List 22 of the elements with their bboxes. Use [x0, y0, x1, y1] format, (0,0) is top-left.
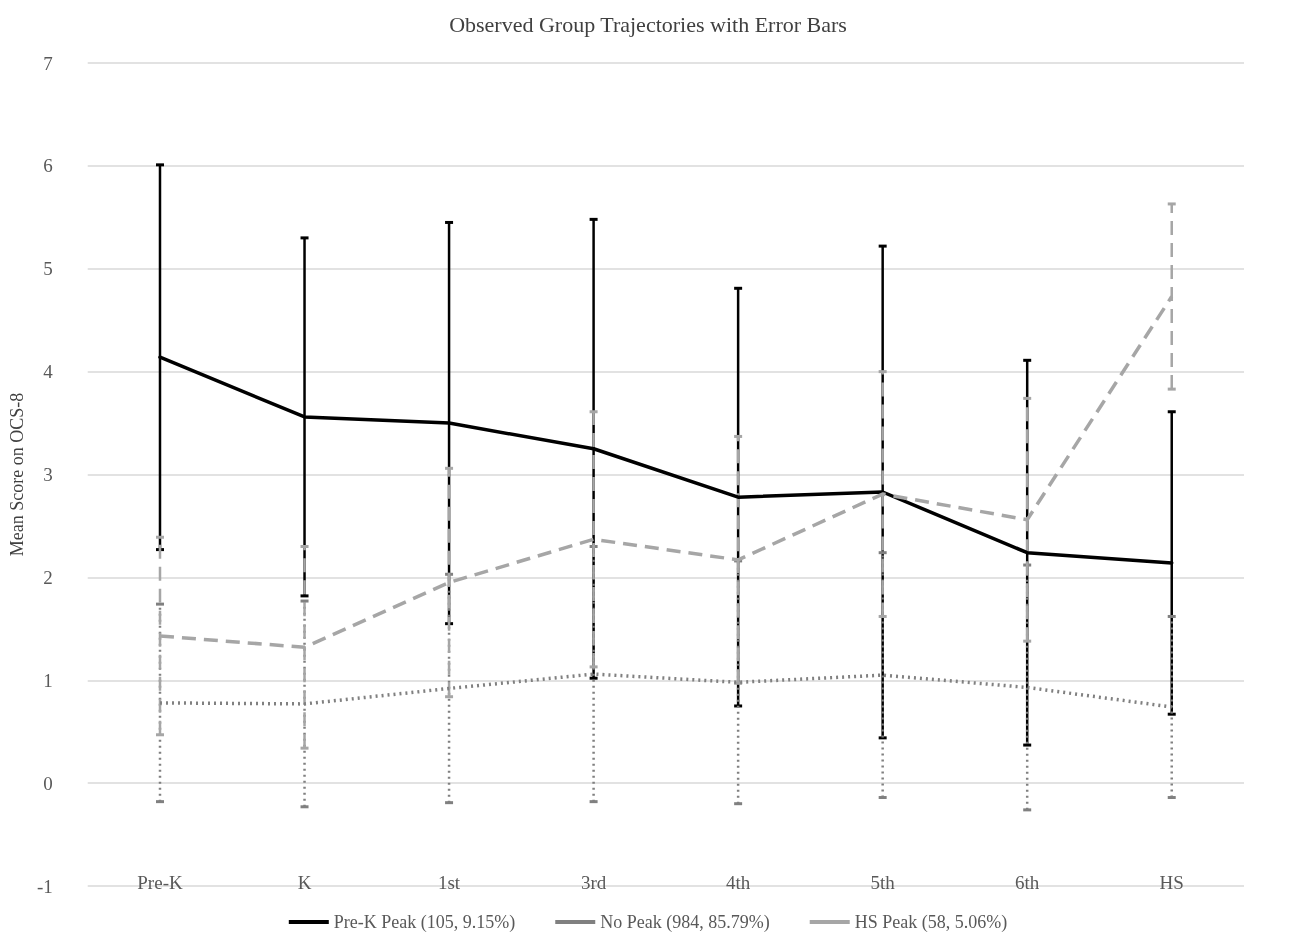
y-axis-title: Mean Score on OCS-8	[7, 392, 27, 557]
legend-label: HS Peak (58, 5.06%)	[854, 912, 1008, 933]
y-tick-label: -1	[36, 875, 53, 897]
x-tick-label: 1st	[437, 872, 461, 893]
x-tick-label: 5th	[870, 872, 896, 893]
legend-label: No Peak (984, 85.79%)	[600, 912, 770, 933]
legend-label: Pre-K Peak (105, 9.15%)	[333, 912, 516, 933]
x-tick-label: Pre-K	[137, 872, 183, 893]
y-tick-label: 3	[43, 464, 53, 485]
chart-title: Observed Group Trajectories with Error Bars	[449, 11, 847, 37]
x-tick-label: 6th	[1015, 872, 1040, 893]
x-tick-label: HS	[1159, 872, 1184, 893]
x-tick-label: 4th	[725, 872, 751, 893]
y-tick-label: 0	[43, 772, 53, 794]
y-tick-label: 7	[43, 52, 53, 74]
y-tick-label: 2	[43, 566, 53, 588]
x-tick-label: 3rd	[580, 872, 607, 893]
y-tick-label: 5	[43, 258, 53, 280]
y-tick-label: 1	[43, 669, 53, 691]
y-tick-label: 4	[43, 361, 54, 383]
y-tick-label: 6	[43, 155, 53, 177]
x-tick-label: K	[297, 872, 312, 893]
